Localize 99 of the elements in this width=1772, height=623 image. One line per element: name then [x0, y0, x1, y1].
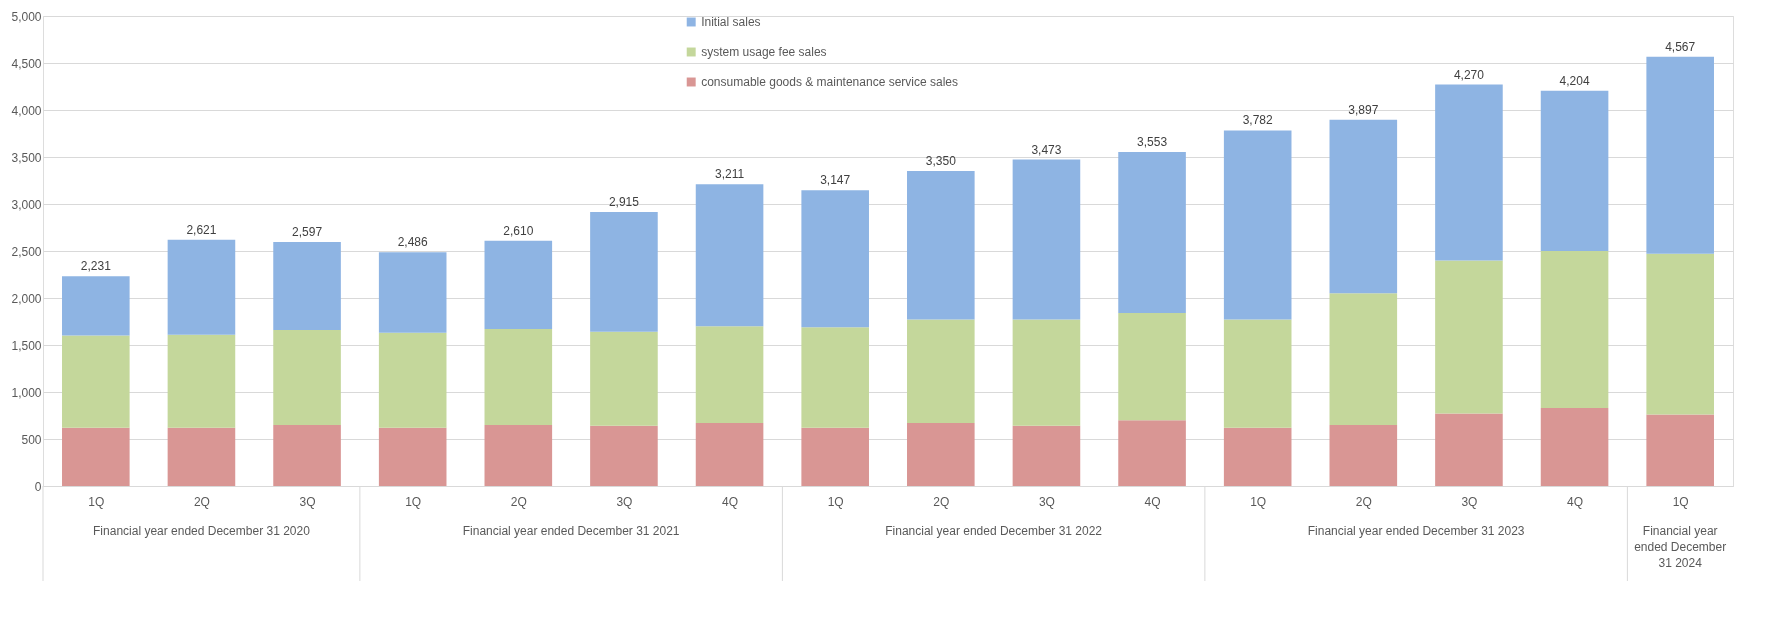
x-tick-label: 2Q [193, 494, 210, 509]
total-label: 4,270 [1453, 67, 1485, 82]
total-label: 3,211 [714, 167, 745, 182]
y-tick-label: 3,000 [11, 197, 42, 212]
bar [1118, 420, 1186, 486]
x-tick-label: 1Q [827, 494, 844, 509]
bar [1223, 319, 1292, 428]
y-tick-label: 1,000 [11, 385, 42, 400]
bar [1329, 293, 1398, 425]
bar [907, 423, 975, 486]
bar [1540, 251, 1609, 408]
bar [1646, 56, 1714, 254]
bar [1540, 90, 1609, 251]
total-label: 4,567 [1665, 39, 1696, 54]
bar [273, 424, 341, 486]
total-label: 2,610 [503, 223, 534, 238]
legend-label: Initial sales [701, 15, 761, 29]
bar [378, 252, 447, 333]
bar [1118, 152, 1186, 314]
bar [1223, 130, 1292, 320]
y-tick-label: 5,000 [11, 9, 42, 24]
y-tick-label: 3,500 [11, 150, 42, 165]
text: Financial year ended December 31 2022 [885, 524, 1103, 538]
total-label: 3,350 [925, 154, 957, 169]
bar [1329, 119, 1398, 294]
text: Financial year ended December 31 2024 [1634, 524, 1727, 570]
x-tick-label: 3Q [299, 494, 316, 509]
bar [801, 427, 869, 486]
bar [801, 327, 869, 428]
bar [484, 424, 553, 486]
y-tick-label: 4,500 [11, 56, 42, 71]
bar [1012, 425, 1081, 486]
x-tick-label: 1Q [405, 494, 422, 509]
bar [378, 427, 447, 486]
y-tick-label: 2,500 [11, 244, 42, 259]
text: Financial year ended December 31 2023 [1307, 524, 1525, 538]
x-tick-label: 2Q [510, 494, 527, 509]
x-tick-label: 1Q [88, 494, 105, 509]
bar [62, 276, 130, 336]
bar [1329, 424, 1398, 486]
x-tick-label: 2Q [1355, 494, 1372, 509]
x-tick-label: 4Q [1567, 494, 1584, 509]
y-tick-label: 2,000 [11, 291, 42, 306]
x-tick-label: 2Q [933, 494, 950, 509]
bar [273, 241, 341, 330]
bar [1646, 414, 1714, 486]
bar [1646, 253, 1714, 415]
x-tick-label: 1Q [1250, 494, 1267, 509]
bar [1435, 413, 1503, 486]
text: Financial year ended December 31 2020 [93, 524, 311, 538]
bar [695, 184, 764, 327]
x-tick-label: 3Q [616, 494, 633, 509]
bar [695, 326, 764, 424]
bar [907, 171, 975, 320]
y-tick-label: 500 [21, 432, 42, 447]
bar [62, 427, 130, 486]
bar [167, 427, 236, 486]
total-label: 2,621 [186, 222, 217, 237]
bar [907, 319, 975, 424]
bar [590, 211, 658, 332]
legend-label: system usage fee sales [701, 45, 827, 59]
bar [62, 335, 130, 428]
bar [590, 331, 658, 426]
bar [1540, 407, 1609, 486]
y-tick-label: 1,500 [11, 338, 42, 353]
total-label: 2,597 [292, 224, 323, 239]
bar [695, 423, 764, 486]
total-label: 2,915 [608, 194, 640, 209]
bar [484, 329, 553, 425]
total-label: 4,204 [1559, 73, 1590, 88]
total-label: 3,782 [1242, 113, 1274, 128]
bar [590, 425, 658, 486]
bar [378, 332, 447, 428]
bar [801, 190, 869, 328]
bar [1223, 427, 1292, 486]
y-tick-label: 0 [34, 479, 42, 494]
bar [1435, 260, 1503, 414]
total-label: 2,231 [80, 259, 112, 274]
x-tick-label: 3Q [1461, 494, 1478, 509]
total-label: 3,473 [1031, 142, 1062, 157]
total-label: 3,147 [820, 173, 851, 188]
bar [167, 334, 236, 428]
total-label: 2,486 [397, 235, 429, 250]
bar [273, 329, 341, 425]
total-label: 3,897 [1348, 102, 1379, 117]
bar [1012, 319, 1081, 426]
bar [484, 240, 553, 330]
text: Financial year ended December 31 2021 [462, 524, 680, 538]
y-tick-label: 4,000 [11, 103, 42, 118]
bar [1012, 159, 1081, 320]
x-tick-label: 3Q [1038, 494, 1055, 509]
bar [1435, 84, 1503, 261]
x-tick-label: 1Q [1672, 494, 1689, 509]
x-tick-label: 4Q [1144, 494, 1161, 509]
bar [1118, 313, 1186, 421]
bar [167, 239, 236, 335]
total-label: 3,553 [1137, 135, 1168, 150]
legend-label: consumable goods & maintenance service sales [701, 75, 959, 89]
x-tick-label: 4Q [722, 494, 739, 509]
